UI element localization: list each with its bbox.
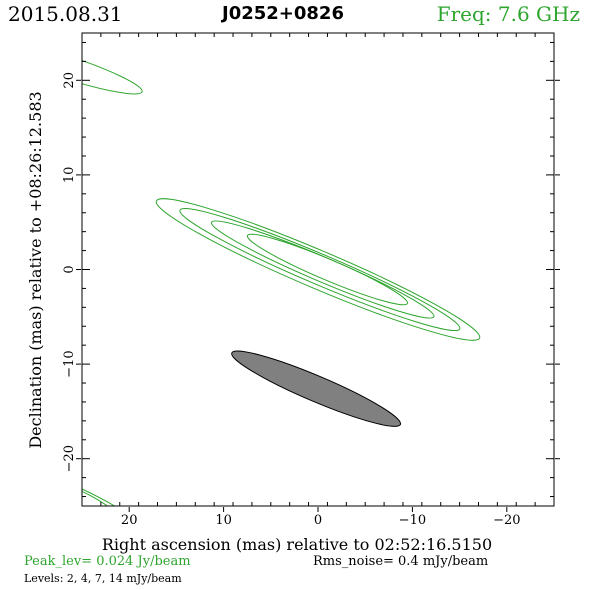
- x-tick-label: −10: [399, 513, 426, 528]
- plot-frame: [81, 32, 555, 507]
- source-name: J0252+0826: [222, 3, 344, 24]
- y-tick-label: 0: [62, 265, 77, 273]
- x-axis-label: Right ascension (mas) relative to 02:52:…: [102, 535, 492, 554]
- y-tick-label: 20: [62, 72, 77, 89]
- rms-noise: Rms_noise= 0.4 mJy/beam: [313, 554, 489, 569]
- epoch-date: 2015.08.31: [8, 2, 123, 26]
- x-tick-label: −20: [493, 513, 520, 528]
- sidelobe-contour-3: [82, 482, 121, 506]
- peak-level: Peak_lev= 0.024 Jy/beam: [24, 554, 191, 569]
- contour-level-2: [155, 198, 481, 341]
- plot-content: [82, 37, 481, 506]
- contour-level-4: [179, 208, 461, 331]
- tick-labels: 20 10 0 −10 −20 20 10 0 −10 −20: [62, 72, 521, 528]
- y-tick-label: −20: [62, 445, 77, 472]
- frequency-label: Freq: 7.6 GHz: [436, 2, 580, 26]
- y-axis-label: Declination (mas) relative to +08:26:12.…: [26, 91, 45, 448]
- x-tick-label: 10: [215, 513, 232, 528]
- axis-ticks: [76, 33, 560, 512]
- beam-ellipse: [231, 350, 402, 427]
- x-tick-label: 0: [314, 513, 322, 528]
- contour-level-7: [210, 220, 435, 319]
- contour-levels: Levels: 2, 4, 7, 14 mJy/beam: [24, 572, 182, 585]
- y-tick-label: −10: [62, 350, 77, 377]
- contour-level-14: [246, 233, 408, 306]
- y-tick-label: 10: [62, 167, 77, 184]
- sidelobe-contour-1: [82, 37, 143, 95]
- x-tick-label: 20: [121, 513, 138, 528]
